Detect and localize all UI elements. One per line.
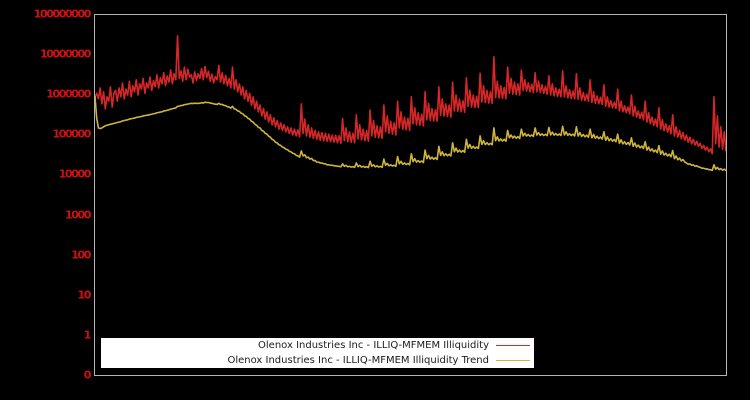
legend: Olenox Industries Inc - ILLIQ-MFMEM Illi… [101,338,534,368]
y-tick-label: 10 [77,288,91,302]
legend-swatch-illiquidity [496,345,530,346]
legend-item: Olenox Industries Inc - ILLIQ-MFMEM Illi… [101,338,534,353]
y-tick-label: 100 [71,248,91,262]
series-canvas [95,35,726,172]
y-tick-label: 100000000 [33,7,92,21]
legend-item: Olenox Industries Inc - ILLIQ-MFMEM Illi… [101,353,534,368]
series-line-illiquidity [95,35,726,155]
y-tick-label: 10000000 [39,47,91,61]
legend-label-illiquidity: Olenox Industries Inc - ILLIQ-MFMEM Illi… [258,339,489,351]
y-tick-label: 1000 [64,208,91,222]
y-axis: 100000000 10000000 1000000 100000 10000 1000 1… [0,0,92,400]
legend-label-illiquidity-trend: Olenox Industries Inc - ILLIQ-MFMEM Illi… [227,354,489,366]
legend-swatch-illiquidity-trend [496,360,530,361]
y-tick-label: 100000 [52,127,91,141]
series-line-illiquidity-trend [95,96,726,172]
y-tick-label: 1000000 [46,87,91,101]
y-tick-label: 1 [83,328,92,342]
plot-area [94,14,727,376]
y-tick-label: 0 [83,368,92,382]
y-tick-label: 10000 [58,167,92,181]
